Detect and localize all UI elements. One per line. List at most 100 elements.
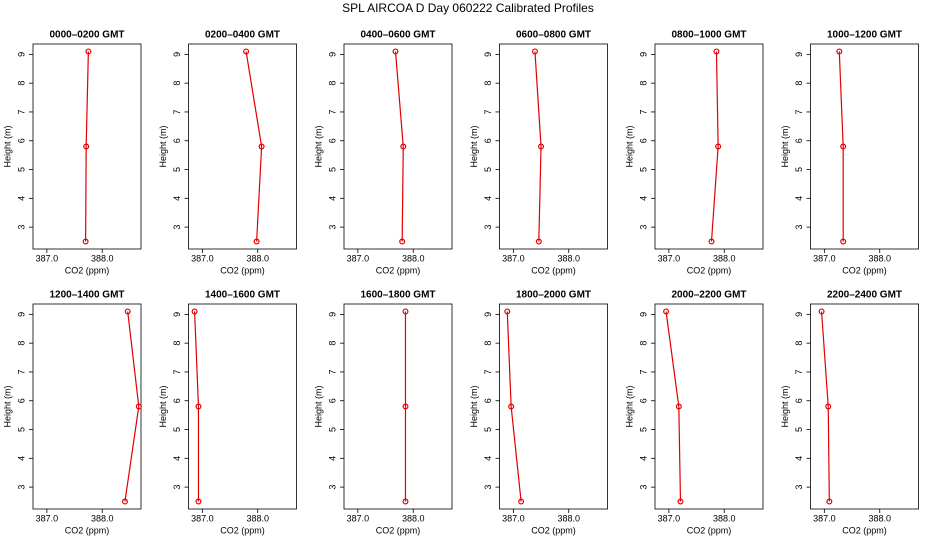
y-tick-label: 9	[172, 52, 182, 57]
panel-title: 2200–2400 GMT	[827, 290, 902, 301]
y-tick-label: 9	[794, 52, 804, 57]
y-tick-label: 6	[16, 398, 26, 403]
x-axis-label: CO2 (ppm)	[531, 265, 576, 275]
y-tick-label: 4	[638, 196, 648, 201]
y-axis-label: Height (m)	[624, 385, 634, 427]
y-axis-label: Height (m)	[2, 125, 12, 167]
panel-title: 1400–1600 GMT	[205, 290, 280, 301]
y-tick-label: 5	[638, 427, 648, 432]
y-tick-label: 9	[327, 52, 337, 57]
y-tick-label: 7	[638, 369, 648, 374]
y-axis-label: Height (m)	[313, 385, 323, 427]
x-axis-label: CO2 (ppm)	[842, 265, 887, 275]
y-tick-label: 9	[327, 312, 337, 317]
y-tick-label: 5	[794, 167, 804, 172]
x-tick-label: 388.0	[402, 513, 425, 523]
profile-line	[394, 51, 404, 242]
profile-point	[508, 403, 515, 410]
y-tick-label: 6	[638, 138, 648, 143]
y-tick-label: 3	[638, 485, 648, 490]
x-axis-label: CO2 (ppm)	[531, 525, 576, 535]
profile-line	[534, 51, 542, 242]
x-axis-label: CO2 (ppm)	[687, 525, 732, 535]
figure-title: SPL AIRCOA D Day 060222 Calibrated Profi…	[342, 1, 594, 15]
x-axis-label: CO2 (ppm)	[842, 525, 887, 535]
y-tick-label: 9	[172, 312, 182, 317]
profile-line	[193, 311, 200, 502]
y-tick-label: 5	[172, 427, 182, 432]
y-tick-label: 8	[327, 341, 337, 346]
profile-point	[253, 238, 260, 245]
panel-title: 1600–1800 GMT	[360, 290, 435, 301]
profile-point	[677, 498, 684, 505]
y-tick-label: 6	[638, 398, 648, 403]
y-tick-label: 8	[172, 341, 182, 346]
profile-point	[402, 308, 409, 315]
x-tick-label: 387.0	[502, 253, 525, 263]
x-axis-label: CO2 (ppm)	[376, 265, 421, 275]
plot-frame	[499, 43, 608, 250]
profile-point	[535, 238, 542, 245]
profile-point	[82, 238, 89, 245]
y-tick-label: 4	[172, 456, 182, 461]
profile-point	[531, 48, 538, 55]
y-tick-label: 6	[794, 398, 804, 403]
y-tick-label: 7	[638, 109, 648, 114]
plot-frame	[188, 43, 297, 250]
y-tick-label: 7	[794, 369, 804, 374]
panel-title: 1800–2000 GMT	[516, 290, 591, 301]
y-tick-label: 7	[794, 109, 804, 114]
profile-point	[504, 308, 511, 315]
y-tick-label: 6	[327, 138, 337, 143]
profile-point	[826, 498, 833, 505]
profile-point	[191, 308, 198, 315]
x-axis-label: CO2 (ppm)	[376, 525, 421, 535]
x-tick-label: 388.0	[246, 513, 269, 523]
x-tick-label: 387.0	[658, 513, 681, 523]
y-tick-label: 5	[638, 167, 648, 172]
profile-line	[838, 51, 844, 242]
y-tick-label: 6	[16, 138, 26, 143]
y-tick-label: 8	[794, 341, 804, 346]
y-tick-label: 9	[638, 312, 648, 317]
y-tick-label: 3	[483, 225, 493, 230]
panel-title: 1200–1400 GMT	[49, 290, 124, 301]
y-tick-label: 8	[638, 341, 648, 346]
profile-point	[243, 48, 250, 55]
y-tick-label: 8	[638, 81, 648, 86]
y-tick-label: 3	[483, 485, 493, 490]
y-tick-label: 7	[483, 109, 493, 114]
y-tick-label: 7	[16, 369, 26, 374]
profile-point	[392, 48, 399, 55]
profile-point	[402, 403, 409, 410]
x-axis-label: CO2 (ppm)	[220, 525, 265, 535]
y-axis-label: Height (m)	[780, 385, 790, 427]
x-tick-label: 388.0	[91, 253, 114, 263]
profile-point	[840, 238, 847, 245]
y-tick-label: 9	[16, 52, 26, 57]
profile-point	[836, 48, 843, 55]
profile-point	[825, 403, 832, 410]
y-tick-label: 3	[172, 485, 182, 490]
profile-point	[518, 498, 525, 505]
y-tick-label: 8	[483, 81, 493, 86]
y-tick-label: 7	[172, 369, 182, 374]
profile-point	[195, 403, 202, 410]
y-tick-label: 7	[483, 369, 493, 374]
x-tick-label: 388.0	[246, 253, 269, 263]
panel-title: 1000–1200 GMT	[827, 30, 902, 41]
x-tick-label: 388.0	[868, 513, 891, 523]
x-tick-label: 387.0	[347, 513, 370, 523]
y-tick-label: 5	[794, 427, 804, 432]
y-tick-label: 6	[483, 398, 493, 403]
profile-point	[85, 48, 92, 55]
plot-frame	[188, 303, 297, 510]
y-axis-label: Height (m)	[2, 385, 12, 427]
y-axis-label: Height (m)	[158, 125, 168, 167]
panel-title: 0600–0800 GMT	[516, 30, 591, 41]
y-tick-label: 4	[483, 456, 493, 461]
profile-line	[820, 311, 830, 502]
profile-point	[538, 143, 545, 150]
y-tick-label: 5	[483, 167, 493, 172]
y-tick-label: 9	[483, 52, 493, 57]
